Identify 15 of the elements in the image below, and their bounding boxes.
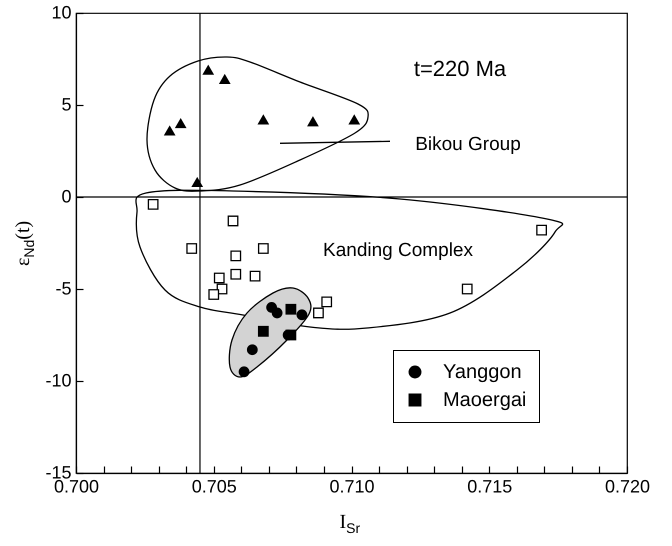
legend-label: Yanggon — [443, 361, 522, 383]
annotation: Bikou Group — [415, 134, 521, 155]
x-tick-label: 0.715 — [467, 476, 512, 496]
y-tick-label: 10 — [51, 2, 72, 22]
y-tick-label: 5 — [61, 94, 72, 114]
x-tick-label: 0.720 — [604, 476, 650, 496]
y-tick-label: -10 — [45, 370, 72, 390]
x-axis-title: I$_{Sr}$ — [340, 511, 360, 536]
y-tick-label: -5 — [55, 278, 72, 298]
y-tick-label: 0 — [61, 186, 72, 206]
x-tick-label: 0.705 — [192, 476, 237, 496]
x-tick-label: 0.710 — [329, 476, 375, 496]
annotation: Kanding Complex — [323, 240, 474, 261]
legend-label: Maoergai — [443, 389, 526, 411]
annotation: t=220 Ma — [414, 56, 507, 81]
